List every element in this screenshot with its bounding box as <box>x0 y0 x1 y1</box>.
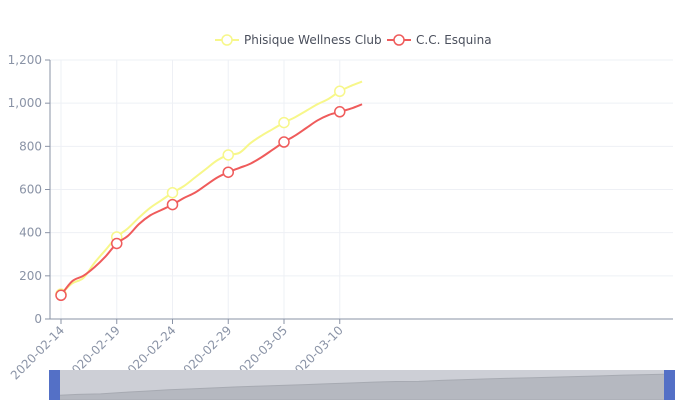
zoom-handle-end[interactable] <box>664 370 675 400</box>
y-tick-label: 1,000 <box>8 96 42 110</box>
legend-label: C.C. Esquina <box>416 33 492 47</box>
legend-item-2[interactable]: C.C. Esquina <box>387 33 492 47</box>
y-tick-label: 0 <box>34 312 42 326</box>
legend-item-1[interactable]: Phisique Wellness Club <box>215 33 382 47</box>
series-line <box>60 103 363 296</box>
series-line <box>60 80 363 295</box>
data-point[interactable] <box>222 149 234 161</box>
data-point[interactable] <box>278 116 290 129</box>
data-zoom-slider[interactable] <box>49 370 675 400</box>
legend-marker-icon <box>221 34 233 46</box>
data-point[interactable] <box>334 106 346 118</box>
chart-grid <box>50 59 673 319</box>
legend-label: Phisique Wellness Club <box>244 33 382 47</box>
data-point[interactable] <box>222 166 234 178</box>
y-tick-label: 200 <box>19 269 42 283</box>
y-tick-label: 800 <box>19 139 42 153</box>
data-point[interactable] <box>166 186 179 199</box>
chart-series <box>55 80 363 302</box>
data-point[interactable] <box>166 198 179 211</box>
chart-legend[interactable]: Phisique Wellness Club C.C. Esquina <box>215 33 492 47</box>
y-tick-label: 400 <box>19 226 42 240</box>
zoom-handle-start[interactable] <box>49 370 60 400</box>
zoom-preview-area <box>54 373 670 400</box>
series-2 <box>55 103 363 302</box>
y-tick-label: 600 <box>19 183 42 197</box>
data-point[interactable] <box>55 289 67 302</box>
zoom-selection[interactable] <box>55 370 669 400</box>
data-point[interactable] <box>111 237 123 250</box>
data-point[interactable] <box>278 136 290 148</box>
series-1 <box>55 80 363 300</box>
data-point[interactable] <box>334 85 346 98</box>
chart-axes: 02004006008001,0001,2002020-02-142020-02… <box>8 53 673 382</box>
y-tick-label: 1,200 <box>8 53 42 67</box>
legend-marker-icon <box>393 34 405 46</box>
